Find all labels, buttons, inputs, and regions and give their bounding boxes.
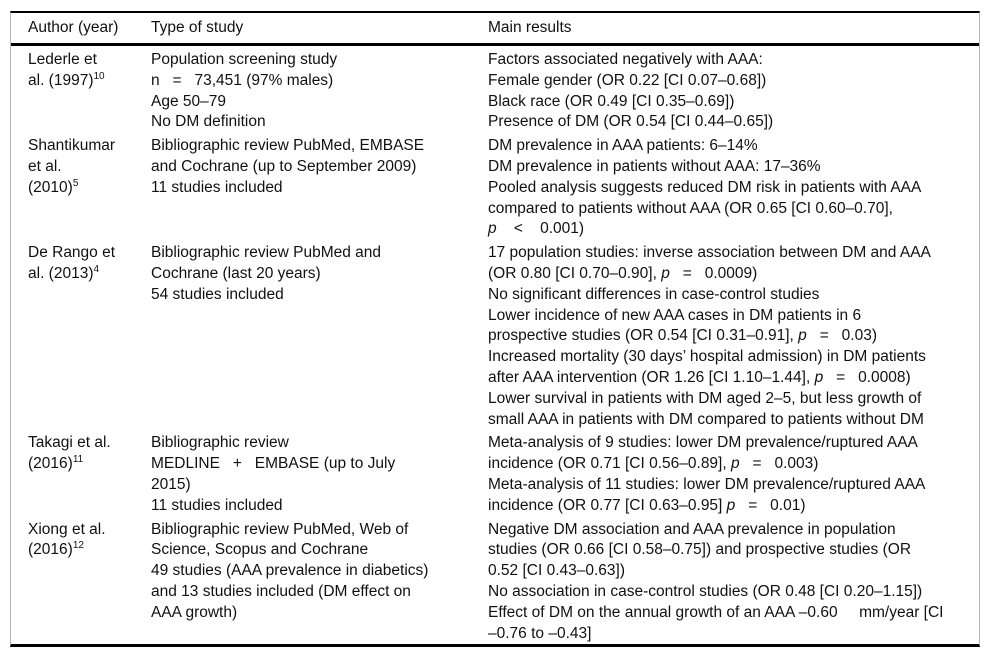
table-row: Xiong et al. (2016)12 Bibliographic review… — [11, 520, 979, 645]
table-header-row: Author (year) Type of study Main results — [11, 13, 979, 46]
text-line: Bibliographic review PubMed, Web of — [151, 520, 409, 538]
text-line: De Rango et — [28, 244, 116, 262]
column-header-results: Main results — [488, 19, 572, 36]
text-line: Takagi et al. — [28, 434, 111, 452]
author-cell: De Rango et al. (2013)4 — [11, 243, 151, 430]
text-line: Presence of DM (OR 0.54 [CI 0.44–0.65]) — [488, 113, 774, 131]
text-line: Effect of DM on the annual growth of an … — [488, 603, 944, 621]
text-line: Science, Scopus and Cochrane — [151, 541, 369, 559]
table-body: Lederle et al. (1997)10 Population screeni… — [11, 46, 979, 644]
text-line: Bibliographic review — [151, 434, 289, 452]
type-of-study-cell: Bibliographic review PubMed, EMBASE and C… — [151, 136, 488, 240]
text-line: Female gender (OR 0.22 [CI 0.07–0.68]) — [488, 71, 767, 89]
column-header-type: Type of study — [151, 19, 244, 36]
text-line: 11 studies included — [151, 496, 283, 514]
type-of-study-cell: Bibliographic review PubMed, Web of Scien… — [151, 520, 488, 645]
text-line: Lower survival in patients with DM aged … — [488, 389, 922, 407]
text-line: Shantikumar — [28, 137, 116, 155]
text-line: –0.76 to –0.43] — [488, 624, 592, 642]
author-cell: Xiong et al. (2016)12 — [11, 520, 151, 645]
text-line: Lederle et — [28, 51, 97, 68]
text-line: No association in case-control studies (… — [488, 582, 923, 600]
text-line: (2010)5 — [28, 177, 79, 196]
text-line: Factors associated negatively with AAA: — [488, 51, 763, 68]
main-results-cell: Meta-analysis of 9 studies: lower DM pre… — [488, 433, 979, 516]
type-of-study-cell: Population screening study n = 73,451 (97… — [151, 50, 488, 133]
text-line: Negative DM association and AAA prevalen… — [488, 520, 896, 538]
type-of-study-cell: Bibliographic review PubMed and Cochrane … — [151, 243, 488, 430]
text-line: AAA growth) — [151, 603, 238, 621]
table-row: Lederle et al. (1997)10 Population screeni… — [11, 50, 979, 133]
main-results-cell: DM prevalence in AAA patients: 6–14% DM p… — [488, 136, 979, 240]
text-line: Cochrane (last 20 years) — [151, 264, 321, 282]
text-line: Xiong et al. — [28, 520, 106, 538]
text-line: studies (OR 0.66 [CI 0.58–0.75]) and pro… — [488, 541, 912, 559]
text-line: n = 73,451 (97% males) — [151, 71, 334, 89]
table-row: Shantikumar et al. (2010)5 Bibliographic re… — [11, 136, 979, 240]
main-results-cell: Factors associated negatively with AAA: F… — [488, 50, 979, 133]
text-line: compared to patients without AAA (OR 0.6… — [488, 199, 893, 217]
author-cell: Lederle et al. (1997)10 — [11, 50, 151, 133]
table-row: Takagi et al. (2016)11 Bibliographic revie… — [11, 433, 979, 516]
text-line: Meta-analysis of 11 studies: lower DM pr… — [488, 475, 926, 493]
text-line: al. (2013)4 — [28, 263, 100, 282]
text-line: small AAA in patients with DM compared t… — [488, 410, 924, 428]
text-line: Population screening study — [151, 51, 338, 68]
text-line: after AAA intervention (OR 1.26 [CI 1.10… — [488, 368, 911, 386]
text-line: Pooled analysis suggests reduced DM risk… — [488, 178, 922, 196]
text-line: Bibliographic review PubMed and — [151, 244, 382, 262]
text-line: prospective studies (OR 0.54 [CI 0.31–0.… — [488, 327, 878, 345]
text-line: DM prevalence in patients without AAA: 1… — [488, 157, 821, 175]
text-line: 2015) — [151, 475, 191, 493]
text-line: p < 0.001) — [488, 220, 585, 238]
type-of-study-cell: Bibliographic review MEDLINE + EMBASE (up… — [151, 433, 488, 516]
text-line: 0.52 [CI 0.43–0.63]) — [488, 562, 626, 580]
text-line: (2016)12 — [28, 540, 84, 559]
text-line: 49 studies (AAA prevalence in diabetics) — [151, 562, 429, 580]
text-line: (2016)11 — [28, 453, 84, 473]
text-line: Lower incidence of new AAA cases in DM p… — [488, 306, 862, 324]
main-results-cell: Negative DM association and AAA prevalen… — [488, 520, 979, 645]
table-row: De Rango et al. (2013)4 Bibliographic revi… — [11, 243, 979, 430]
text-line: 17 population studies: inverse associati… — [488, 244, 931, 262]
text-line: and 13 studies included (DM effect on — [151, 582, 411, 600]
text-line: incidence (OR 0.71 [CI 0.56–0.89], p = 0… — [488, 455, 819, 473]
author-cell: Takagi et al. (2016)11 — [11, 433, 151, 516]
text-line: 11 studies included — [151, 178, 283, 196]
text-line: and Cochrane (up to September 2009) — [151, 157, 417, 175]
text-line: No DM definition — [151, 113, 266, 131]
text-line: 54 studies included — [151, 285, 284, 303]
text-line: Meta-analysis of 9 studies: lower DM pre… — [488, 434, 918, 452]
column-header-author: Author (year) — [28, 19, 119, 36]
text-line: (OR 0.80 [CI 0.70–0.90], p = 0.0009) — [488, 264, 758, 282]
text-line: Increased mortality (30 days’ hospital a… — [488, 348, 926, 366]
text-line: al. (1997)10 — [28, 70, 105, 89]
text-line: Bibliographic review PubMed, EMBASE — [151, 137, 425, 155]
text-line: MEDLINE + EMBASE (up to July — [151, 455, 396, 473]
study-comparison-table: Author (year) Type of study Main results… — [10, 11, 980, 648]
text-line: incidence (OR 0.77 [CI 0.63–0.95] p = 0.… — [488, 496, 806, 514]
text-line: Black race (OR 0.49 [CI 0.35–0.69]) — [488, 92, 735, 110]
author-cell: Shantikumar et al. (2010)5 — [11, 136, 151, 240]
text-line: No significant differences in case-contr… — [488, 285, 820, 303]
text-line: et al. — [28, 157, 62, 175]
text-line: Age 50–79 — [151, 92, 226, 110]
text-line: DM prevalence in AAA patients: 6–14% — [488, 137, 758, 155]
main-results-cell: 17 population studies: inverse associati… — [488, 243, 979, 430]
